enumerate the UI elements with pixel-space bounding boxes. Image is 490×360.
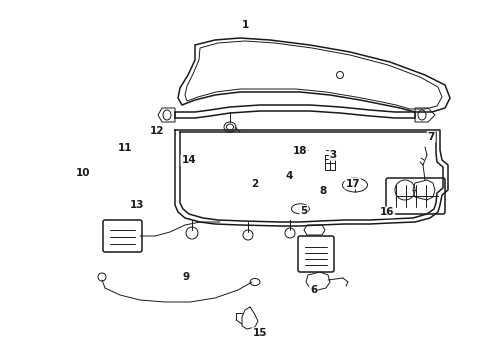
Text: 3: 3: [330, 150, 337, 160]
Text: 16: 16: [380, 207, 394, 217]
Text: 4: 4: [285, 171, 293, 181]
Text: 14: 14: [181, 155, 196, 165]
Text: 8: 8: [320, 186, 327, 196]
Bar: [325, 155, 335, 170]
Text: 1: 1: [242, 20, 248, 30]
Text: 7: 7: [427, 132, 435, 142]
Text: 6: 6: [310, 285, 317, 295]
Text: 5: 5: [300, 206, 307, 216]
Text: 17: 17: [345, 179, 360, 189]
Text: 18: 18: [293, 146, 308, 156]
Text: 11: 11: [118, 143, 132, 153]
Text: 10: 10: [76, 168, 91, 178]
Text: 15: 15: [252, 328, 267, 338]
Text: 12: 12: [149, 126, 164, 136]
Text: 13: 13: [130, 200, 145, 210]
Text: 2: 2: [251, 179, 258, 189]
Text: 9: 9: [183, 272, 190, 282]
